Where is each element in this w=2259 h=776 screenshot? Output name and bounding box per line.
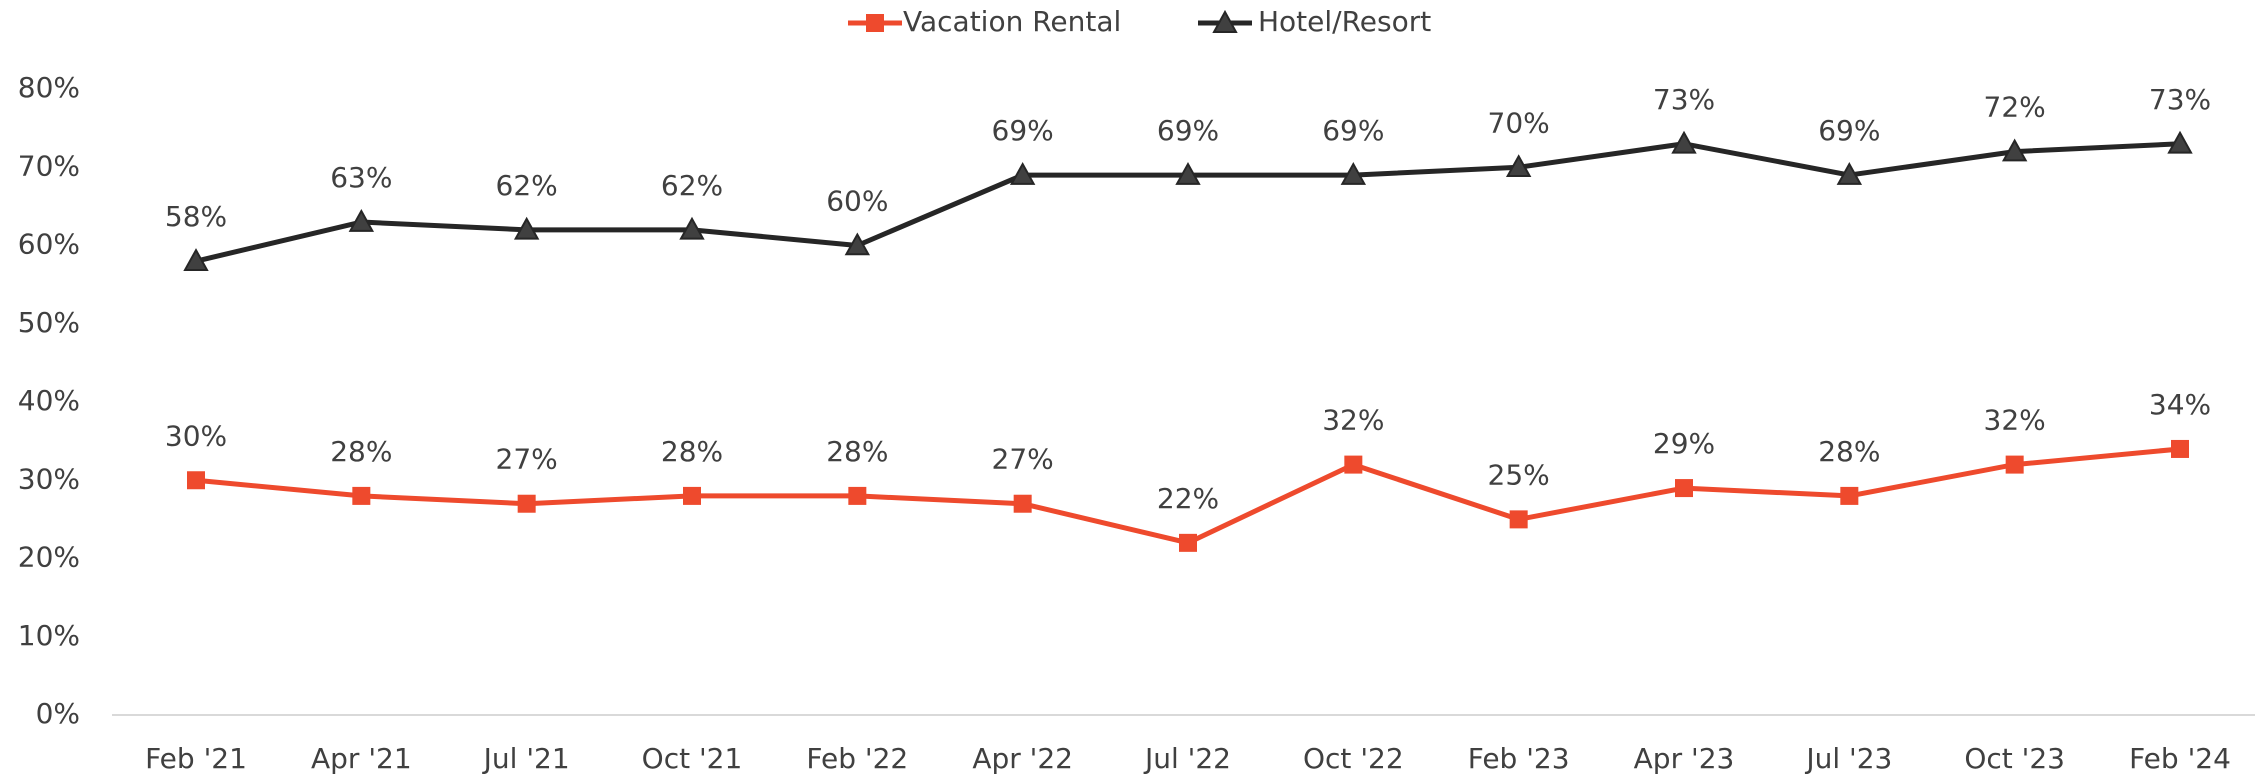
x-tick-label: Jul '23: [1804, 742, 1892, 775]
y-tick-label: 80%: [18, 71, 80, 104]
data-label: 58%: [165, 200, 227, 233]
x-tick-label: Feb '21: [145, 742, 247, 775]
point-marker: [517, 494, 536, 513]
data-label: 73%: [1653, 83, 1715, 116]
data-label: 29%: [1653, 427, 1715, 460]
point-marker: [679, 216, 705, 240]
data-label: 34%: [2149, 388, 2211, 421]
data-label: 22%: [1157, 482, 1219, 515]
y-tick-label: 40%: [18, 384, 80, 417]
data-label: 70%: [1488, 106, 1550, 139]
point-marker: [848, 486, 867, 505]
point-marker: [844, 232, 871, 256]
data-label: 27%: [992, 443, 1054, 476]
point-marker: [1009, 162, 1036, 185]
point-marker: [1840, 486, 1859, 505]
point-marker: [2001, 138, 2028, 162]
legend-label: Hotel/Resort: [1258, 5, 1431, 38]
data-label: 69%: [1322, 114, 1384, 147]
y-tick-label: 20%: [18, 541, 80, 574]
point-marker: [1344, 455, 1363, 474]
x-tick-label: Apr '21: [311, 742, 412, 775]
point-marker: [1675, 479, 1693, 498]
data-label: 62%: [496, 169, 558, 202]
data-label: 32%: [1984, 404, 2046, 437]
y-tick-label: 70%: [18, 149, 80, 182]
data-label: 28%: [330, 435, 392, 468]
data-label: 63%: [330, 161, 392, 194]
point-marker: [683, 486, 701, 505]
data-label: 69%: [992, 114, 1054, 147]
point-marker: [1175, 162, 1201, 185]
y-tick-label: 10%: [18, 619, 80, 652]
x-tick-label: Oct '22: [1303, 742, 1404, 775]
data-label: 72%: [1984, 91, 2046, 124]
data-label: 69%: [1157, 114, 1219, 147]
point-marker: [187, 471, 205, 490]
data-label: 25%: [1488, 458, 1550, 491]
y-tick-label: 50%: [18, 306, 80, 339]
data-label: 62%: [661, 169, 723, 202]
data-label: 60%: [826, 185, 888, 218]
data-label: 28%: [661, 435, 723, 468]
data-label: 28%: [1818, 435, 1880, 468]
data-label: 27%: [496, 443, 558, 476]
x-tick-label: Jul '21: [482, 742, 570, 775]
legend-marker: [866, 14, 884, 32]
x-tick-label: Jul '22: [1143, 742, 1231, 775]
y-tick-label: 30%: [18, 462, 80, 495]
point-marker: [352, 486, 371, 505]
x-tick-label: Feb '23: [1468, 742, 1570, 775]
x-tick-label: Apr '22: [972, 742, 1073, 775]
y-tick-label: 0%: [36, 697, 80, 730]
point-marker: [1836, 162, 1863, 185]
point-marker: [1505, 154, 1532, 178]
data-label: 28%: [826, 435, 888, 468]
data-label: 73%: [2149, 83, 2211, 116]
y-tick-label: 60%: [18, 228, 80, 261]
data-label: 69%: [1818, 114, 1880, 147]
point-marker: [1013, 494, 1032, 513]
point-marker: [2005, 455, 2024, 474]
data-label: 30%: [165, 419, 227, 452]
x-tick-label: Apr '23: [1634, 742, 1735, 775]
legend-label: Vacation Rental: [903, 5, 1121, 38]
legend-marker: [1212, 9, 1238, 33]
x-tick-label: Oct '23: [1964, 742, 2065, 775]
point-marker: [2171, 439, 2189, 458]
point-marker: [1179, 533, 1197, 552]
point-marker: [1671, 130, 1697, 154]
point-marker: [2167, 130, 2193, 154]
point-marker: [513, 216, 540, 240]
x-tick-label: Feb '22: [806, 742, 908, 775]
x-tick-label: Feb '24: [2129, 742, 2231, 775]
x-tick-label: Oct '21: [642, 742, 743, 775]
series-line: [195, 141, 2181, 264]
point-marker: [1509, 510, 1528, 529]
point-marker: [1340, 162, 1367, 185]
point-marker: [348, 208, 375, 232]
point-marker: [183, 248, 209, 271]
data-label: 32%: [1322, 404, 1384, 437]
